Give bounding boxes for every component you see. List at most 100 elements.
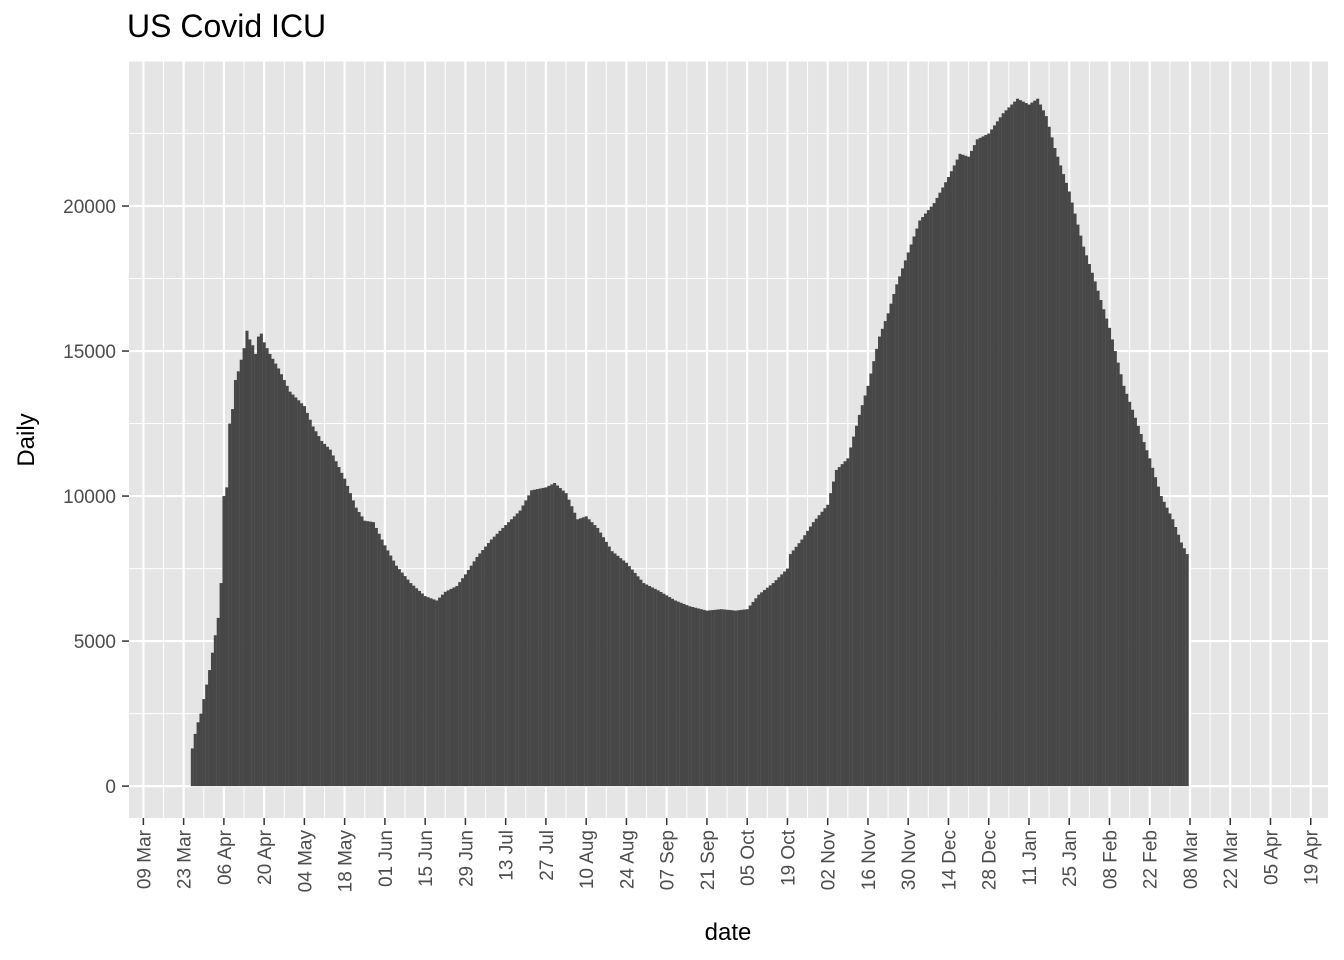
bar [1067,191,1071,787]
x-tick-label: 20 Apr [255,829,276,885]
bar [302,406,306,787]
bar [918,220,922,787]
bar [774,580,778,787]
bar [394,565,398,787]
bar [492,536,496,787]
bar [386,550,390,787]
bar [297,400,301,787]
bar [1021,101,1025,787]
bar [544,487,548,787]
bar [371,522,375,787]
y-tick-label: 10000 [63,487,116,508]
bar [987,133,991,787]
bar [274,363,278,787]
bar [1151,467,1155,787]
bar [886,313,890,787]
bar [624,562,629,787]
bar [521,505,525,787]
x-tick-label: 05 Oct [738,829,759,886]
bar [645,584,649,787]
bar [826,504,830,787]
bar [1073,213,1077,787]
x-tick-label: 09 Mar [134,829,155,889]
x-tick-label: 02 Nov [819,830,840,891]
bar [705,610,709,787]
bar [1131,409,1135,787]
bar [409,583,413,787]
bar [461,578,465,787]
bar [786,568,790,787]
bar [1105,318,1109,787]
bar [262,342,266,787]
bar [757,594,761,787]
bar [308,419,312,787]
x-tick-label: 14 Dec [940,830,961,890]
bar [817,515,821,787]
bar [1010,104,1014,787]
bar [840,464,844,787]
bar [978,137,982,787]
bar [924,213,928,787]
bar [210,652,214,787]
bar [903,260,907,787]
bar [691,607,695,787]
bar [1128,401,1132,787]
bar [636,576,640,787]
bar [1168,513,1172,787]
bar [449,588,453,787]
bar [616,555,620,787]
bar [228,423,232,787]
bar [236,371,240,787]
bar [233,380,237,787]
bars [190,98,1189,787]
bar [1142,442,1146,787]
bar [849,447,853,787]
bar [325,446,329,787]
bar [719,609,723,787]
bar [578,518,583,787]
bar [961,154,965,787]
x-tick-label: 27 Jul [537,830,558,881]
x-tick-label: 19 Oct [778,829,799,886]
bar [863,395,867,787]
bar [251,345,255,787]
bar [1148,458,1152,787]
bar [277,368,281,787]
y-axis: 0 5000 10000 15000 20000 [63,197,129,798]
bar [547,485,551,787]
bar [196,722,200,787]
bar [613,553,617,787]
bar [331,455,335,787]
bar [576,519,580,787]
bar [938,192,942,787]
bar [472,561,476,787]
bar [205,684,209,787]
bar [463,574,467,787]
bar [748,605,752,787]
bar [901,268,905,787]
bar [213,635,217,787]
bar [768,585,772,787]
x-tick-label: 23 Mar [175,829,196,889]
bar [932,203,936,787]
bar [952,165,956,787]
bar [866,385,870,787]
bar [797,543,801,787]
bar [857,414,861,787]
bar [604,541,608,787]
bar [340,472,344,787]
bar [300,403,304,787]
bar [711,610,715,787]
bar [254,353,258,787]
bar [590,522,594,787]
bar [1110,339,1114,787]
bar [1036,98,1040,787]
bar [745,609,749,787]
bar [527,495,531,787]
x-tick-label: 25 Jan [1060,830,1081,887]
bar [400,572,404,787]
bar [1125,393,1129,787]
bar [728,610,732,787]
bar [291,394,295,787]
bar [975,139,979,787]
